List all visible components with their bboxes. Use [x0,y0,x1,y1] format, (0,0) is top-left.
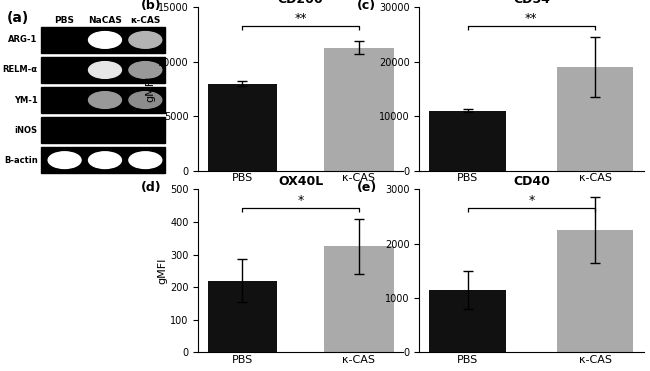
Text: iNOS: iNOS [15,125,38,135]
Bar [41,117,164,143]
Ellipse shape [88,92,122,108]
Ellipse shape [129,92,162,108]
Ellipse shape [48,152,81,168]
Ellipse shape [88,32,122,48]
Title: CD54: CD54 [513,0,550,6]
Text: **: ** [294,12,307,25]
Ellipse shape [88,62,122,78]
Bar [557,67,633,171]
Title: CD40: CD40 [513,175,550,188]
Text: **: ** [525,12,538,25]
Bar [207,83,278,171]
Bar [41,27,164,53]
Y-axis label: gMFI: gMFI [145,76,155,102]
Text: NaCAS: NaCAS [88,16,122,25]
Text: *: * [528,194,534,207]
Text: *: * [298,194,304,207]
Text: ARG-1: ARG-1 [8,35,38,45]
Text: B-actin: B-actin [4,155,38,165]
Ellipse shape [88,152,122,168]
Text: (c): (c) [356,0,376,12]
Ellipse shape [129,152,162,168]
Title: OX40L: OX40L [278,175,323,188]
Bar [41,147,164,173]
Text: (e): (e) [356,181,377,194]
Bar [430,111,506,171]
Y-axis label: gMFI: gMFI [157,257,167,284]
Bar [207,280,278,352]
Ellipse shape [129,32,162,48]
Text: (d): (d) [141,181,162,194]
Text: YM-1: YM-1 [14,95,38,105]
Ellipse shape [129,62,162,78]
Bar [41,57,164,83]
Text: RELM-α: RELM-α [3,65,38,75]
Text: (b): (b) [141,0,162,12]
Text: PBS: PBS [55,16,75,25]
Text: (a): (a) [6,11,29,25]
Text: κ-CAS: κ-CAS [130,16,161,25]
Bar [430,290,506,352]
Bar [324,246,394,352]
Bar [557,230,633,352]
Bar [41,87,164,113]
Title: CD206: CD206 [278,0,324,6]
Bar [324,48,394,171]
